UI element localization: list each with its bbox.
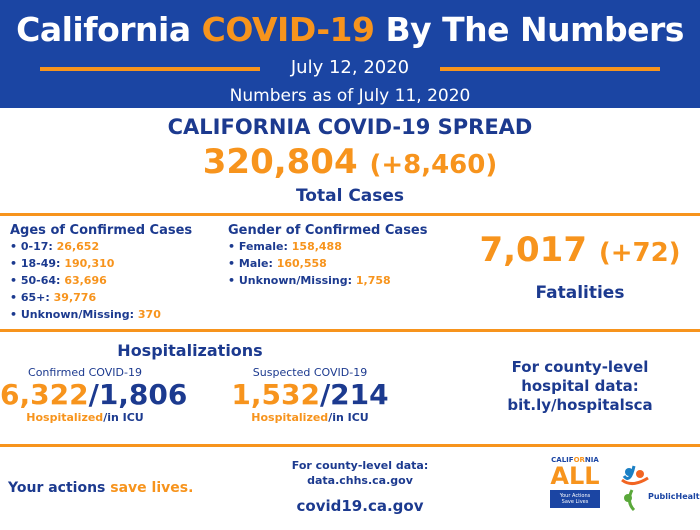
gender-title: Gender of Confirmed Cases <box>228 223 428 238</box>
divider <box>40 67 260 71</box>
county-hospital-info: For county-level hospital data: bit.ly/ho… <box>470 358 690 415</box>
ages-section: Ages of Confirmed Cases • 0-17: 26,652 • … <box>10 223 192 323</box>
list-item: • Unknown/Missing: 1,758 <box>228 274 391 287</box>
total-cases-label: Total Cases <box>295 186 405 206</box>
divider <box>0 329 700 332</box>
site-link[interactable]: covid19.ca.gov <box>296 497 424 515</box>
actions-slogan: Your actions save lives. <box>8 480 194 496</box>
page-title: California COVID-19 By The Numbers <box>16 10 684 49</box>
gender-section: Gender of Confirmed Cases • Female: 158,… <box>228 223 428 289</box>
suspected-values: 1,532/214 <box>231 378 389 411</box>
county-data-link[interactable]: data.chhs.ca.gov <box>307 474 413 487</box>
divider <box>0 444 700 447</box>
total-cases: 320,804 (+8,460) <box>202 142 498 182</box>
confirmed-label: Confirmed COVID-19 <box>28 366 142 379</box>
cdph-logo: PublicHealth <box>620 462 700 517</box>
spread-title: CALIFORNIA COVID-19 SPREAD <box>167 115 533 139</box>
header-banner <box>0 0 700 108</box>
list-item: • 18-49: 190,310 <box>10 257 115 270</box>
confirmed-sub: Hospitalized/in ICU <box>26 411 144 424</box>
list-item: • 0-17: 26,652 <box>10 240 100 253</box>
california-all-logo: CALIFORNIA ALL Your Actions Save Lives <box>550 456 600 508</box>
as-of-date: Numbers as of July 11, 2020 <box>229 86 471 106</box>
ages-title: Ages of Confirmed Cases <box>10 223 193 238</box>
fatalities-count: 7,017 (+72) <box>479 230 681 270</box>
hospital-data-link[interactable]: bit.ly/hospitalsca <box>507 396 653 414</box>
hospitalizations-title: Hospitalizations <box>117 341 263 360</box>
county-data: For county-level data: data.chhs.ca.gov <box>270 458 450 488</box>
divider <box>440 67 660 71</box>
confirmed-hosp: Confirmed COVID-19 6,322/1,806 Hospitali… <box>0 366 188 424</box>
report-date: July 12, 2020 <box>290 57 410 78</box>
list-item: • Male: 160,558 <box>228 257 327 270</box>
suspected-sub: Hospitalized/in ICU <box>251 411 369 424</box>
suspected-label: Suspected COVID-19 <box>252 366 368 379</box>
list-item: • Female: 158,488 <box>228 240 342 253</box>
list-item: • 65+: 39,776 <box>10 291 97 304</box>
list-item: • 50-64: 63,696 <box>10 274 107 287</box>
suspected-hosp: Suspected COVID-19 1,532/214 Hospitalize… <box>230 366 390 424</box>
list-item: • Unknown/Missing: 370 <box>10 308 161 321</box>
confirmed-values: 6,322/1,806 <box>0 378 188 411</box>
divider <box>0 213 700 216</box>
fatalities-label: Fatalities <box>535 283 625 303</box>
